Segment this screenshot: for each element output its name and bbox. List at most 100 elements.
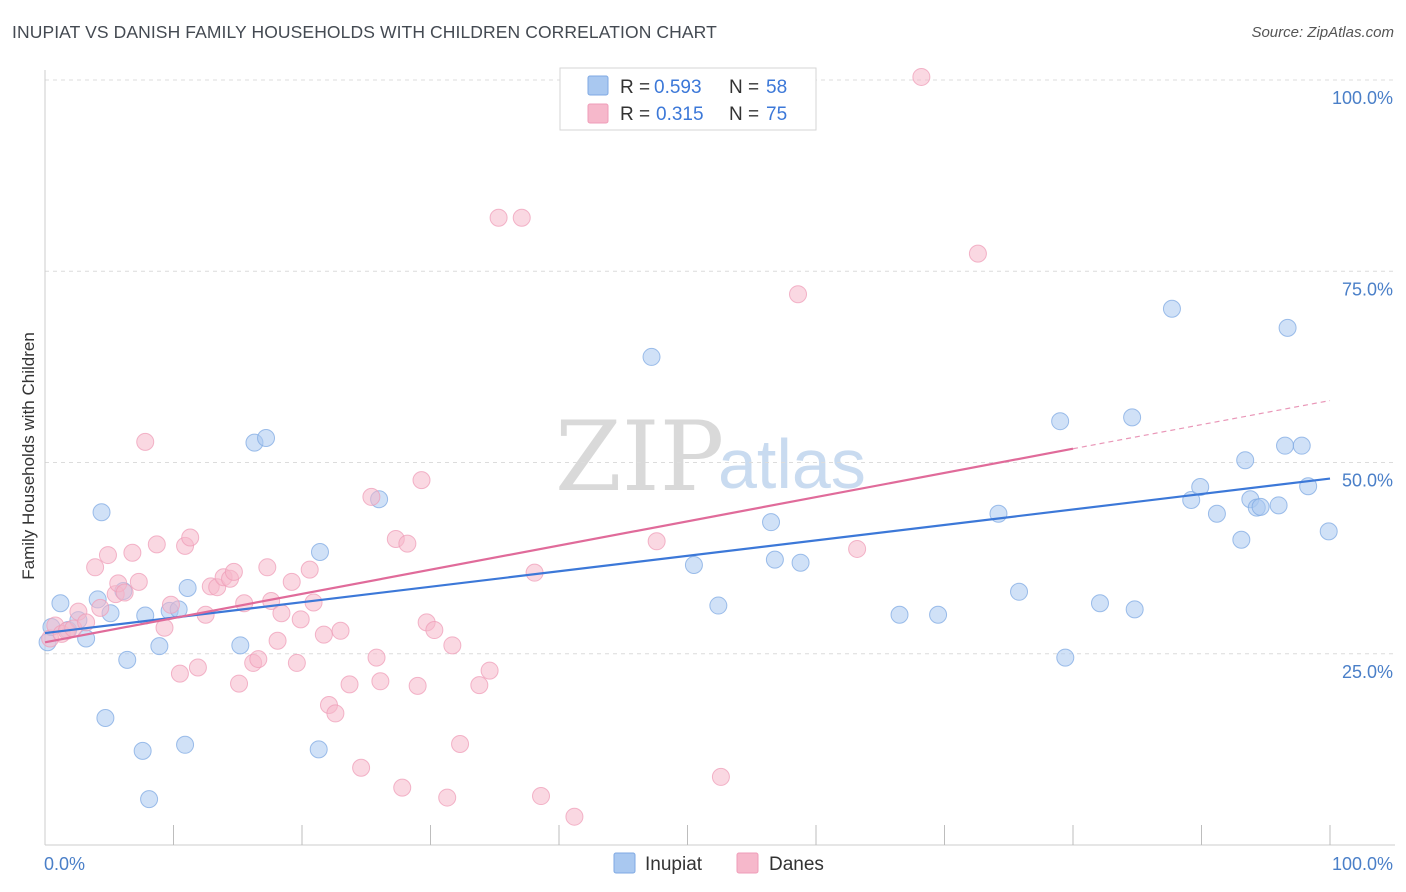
danes-point xyxy=(91,598,110,617)
chart-title: INUPIAT VS DANISH FAMILY HOUSEHOLDS WITH… xyxy=(12,22,717,42)
danes-point xyxy=(181,528,200,547)
inupiat-point xyxy=(1319,522,1338,541)
danes-point xyxy=(412,471,431,490)
inupiat-point xyxy=(1251,497,1270,516)
danes-point xyxy=(451,735,470,754)
inupiat-point xyxy=(51,594,70,613)
inupiat-point xyxy=(890,605,909,624)
danes-point xyxy=(224,562,243,581)
danes-point xyxy=(129,572,148,591)
inupiat-point xyxy=(118,650,137,669)
legend-n-label: N = xyxy=(729,77,759,98)
danes-point xyxy=(425,621,444,640)
y-tick-label: 25.0% xyxy=(1342,662,1393,682)
y-axis-label: Family Households with Children xyxy=(19,332,38,580)
danes-point xyxy=(443,636,462,655)
danes-point xyxy=(398,534,417,553)
inupiat-point xyxy=(1162,299,1181,318)
inupiat-point xyxy=(791,553,810,572)
watermark-zip: ZIP xyxy=(555,401,724,513)
inupiat-point xyxy=(1269,496,1288,515)
inupiat-point xyxy=(1292,436,1311,455)
danes-point xyxy=(161,595,180,614)
inupiat-point xyxy=(150,637,169,656)
danes-trend-extension xyxy=(1072,399,1331,450)
danes-point xyxy=(912,67,931,86)
danes-point xyxy=(331,621,350,640)
danes-point xyxy=(512,208,531,227)
inupiat-point xyxy=(929,605,948,624)
inupiat-point xyxy=(1232,530,1251,549)
danes-point xyxy=(393,778,412,797)
danes-point xyxy=(123,543,142,562)
danes-point xyxy=(115,583,134,602)
danes-point xyxy=(371,672,390,691)
inupiat-point xyxy=(1090,594,1109,613)
danes-point xyxy=(272,604,291,623)
gridlines xyxy=(45,79,1395,655)
legend-label-danes: Danes xyxy=(769,854,824,875)
inupiat-point xyxy=(176,735,195,754)
inupiat-point xyxy=(92,503,111,522)
legend-label-inupiat: Inupiat xyxy=(645,854,703,875)
inupiat-point xyxy=(1010,582,1029,601)
danes-point xyxy=(711,767,730,786)
legend-swatch-danes xyxy=(587,103,609,124)
danes-point xyxy=(489,208,508,227)
inupiat-point xyxy=(310,543,329,562)
inupiat-point xyxy=(684,556,703,575)
x-tick-label: 100.0% xyxy=(1332,854,1393,874)
inupiat-point xyxy=(765,550,784,569)
axes xyxy=(44,70,1395,846)
danes-point xyxy=(282,572,301,591)
inupiat-point xyxy=(1123,408,1142,427)
legend-swatch-inupiat xyxy=(587,75,609,96)
danes-point xyxy=(848,539,867,558)
legend-r-value-inupiat: 0.593 xyxy=(654,77,702,98)
danes-point xyxy=(532,787,551,806)
danes-point xyxy=(258,558,277,577)
danes-point xyxy=(565,807,584,826)
inupiat-points xyxy=(38,299,1338,809)
danes-point xyxy=(86,558,105,577)
danes-point xyxy=(314,625,333,644)
danes-point xyxy=(300,560,319,579)
danes-point xyxy=(136,432,155,451)
inupiat-point xyxy=(1278,318,1297,337)
danes-point xyxy=(287,653,306,672)
danes-points xyxy=(41,67,987,826)
inupiat-point xyxy=(178,578,197,597)
danes-point xyxy=(438,788,457,807)
danes-trend-line xyxy=(44,447,1074,644)
inupiat-point xyxy=(1191,477,1210,496)
legend-n-value-inupiat: 58 xyxy=(766,77,787,98)
y-tick-label: 50.0% xyxy=(1342,471,1393,491)
inupiat-point xyxy=(96,709,115,728)
inupiat-trend-line xyxy=(44,477,1331,635)
danes-point xyxy=(188,658,207,677)
danes-point xyxy=(408,676,427,695)
danes-point xyxy=(147,535,166,554)
x-axis-ticks xyxy=(173,825,1331,845)
danes-point xyxy=(352,758,371,777)
inupiat-point xyxy=(1056,648,1075,667)
inupiat-point xyxy=(709,596,728,615)
danes-point xyxy=(362,487,381,506)
trend-lines xyxy=(44,399,1331,644)
watermark-atlas: atlas xyxy=(718,425,866,503)
inupiat-point xyxy=(231,636,250,655)
danes-point xyxy=(340,675,359,694)
danes-point xyxy=(230,674,249,693)
inupiat-point xyxy=(642,347,661,366)
legend-swatch-inupiat xyxy=(613,852,636,874)
danes-point xyxy=(367,648,386,667)
danes-point xyxy=(291,610,310,629)
danes-point xyxy=(98,546,117,565)
danes-point xyxy=(470,676,489,695)
inupiat-point xyxy=(133,741,152,760)
legend-r-label: R = xyxy=(620,104,650,125)
danes-point xyxy=(170,664,189,683)
legend-r-label: R = xyxy=(620,77,650,98)
inupiat-point xyxy=(1051,412,1070,431)
